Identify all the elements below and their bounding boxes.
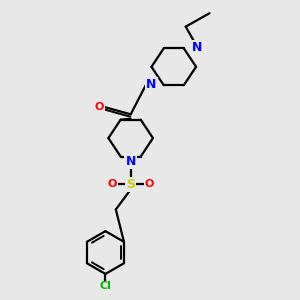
Text: S: S — [126, 178, 135, 191]
Text: O: O — [144, 179, 154, 189]
Text: N: N — [125, 155, 136, 168]
Text: N: N — [146, 78, 157, 91]
Text: O: O — [95, 102, 104, 112]
Text: Cl: Cl — [100, 281, 111, 291]
Text: O: O — [108, 179, 117, 189]
Text: N: N — [192, 41, 203, 54]
